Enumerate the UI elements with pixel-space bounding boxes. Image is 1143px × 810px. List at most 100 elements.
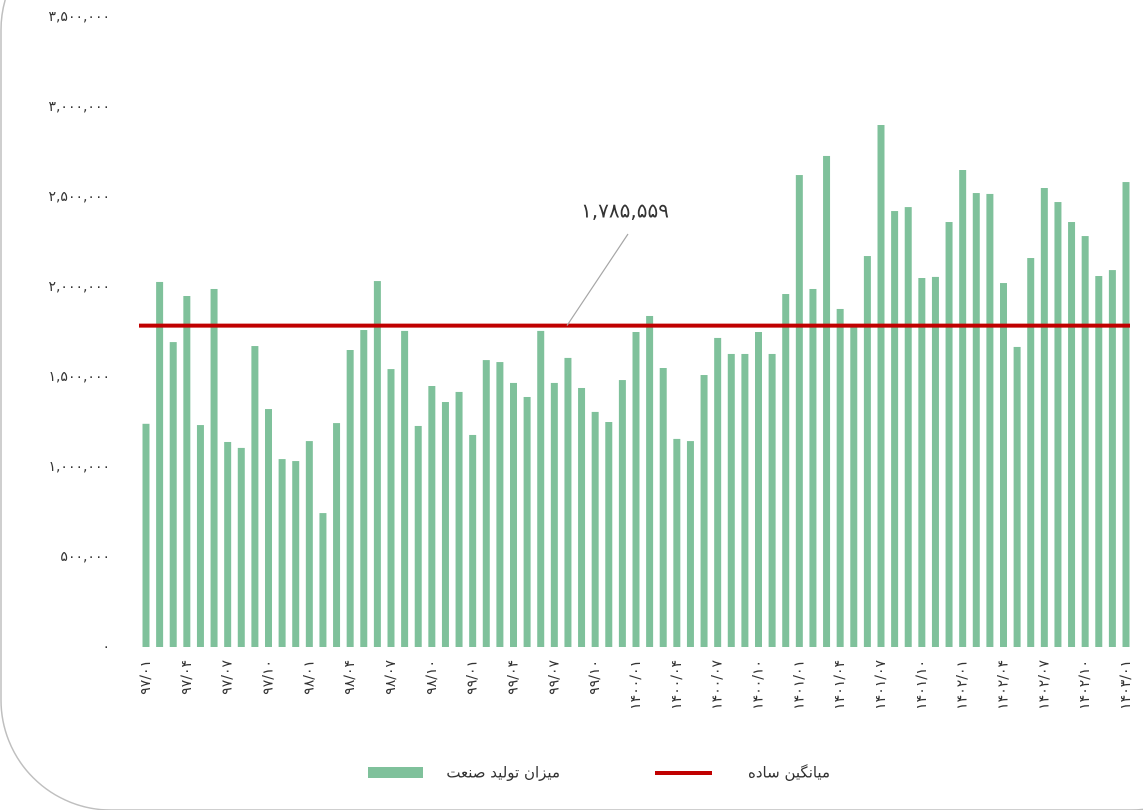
bar bbox=[169, 342, 177, 647]
bar bbox=[891, 211, 899, 648]
bar bbox=[686, 441, 694, 647]
x-tick-label: ۹۹/۰۴ bbox=[506, 660, 522, 695]
x-tick-label: ۹۷/۰۴ bbox=[179, 660, 195, 695]
bar bbox=[578, 387, 586, 647]
y-tick-label: ۰ bbox=[102, 639, 110, 655]
bar bbox=[278, 459, 286, 647]
y-tick-label: ۱,۰۰۰,۰۰۰ bbox=[48, 459, 110, 475]
bar bbox=[918, 278, 926, 647]
bar bbox=[387, 369, 395, 647]
x-tick-label: ۱۴۰۰/۰۴ bbox=[669, 660, 685, 710]
x-tick-label: ۹۸/۰۴ bbox=[342, 660, 358, 695]
y-tick-label: ۲,۵۰۰,۰۰۰ bbox=[48, 189, 110, 205]
y-tick-label: ۳,۵۰۰,۰۰۰ bbox=[48, 9, 110, 25]
bar bbox=[360, 330, 368, 647]
mean-annotation: ۱,۷۸۵,۵۵۹ bbox=[581, 199, 669, 223]
bar bbox=[1054, 202, 1062, 648]
bar bbox=[1000, 283, 1007, 647]
bar bbox=[455, 391, 463, 647]
bar bbox=[618, 380, 626, 647]
x-tick-label: ۱۴۰۰/۰۷ bbox=[710, 660, 726, 710]
bar bbox=[237, 447, 245, 647]
bar bbox=[156, 281, 164, 647]
bar bbox=[401, 330, 409, 647]
bar bbox=[414, 425, 422, 647]
bar bbox=[877, 125, 885, 647]
x-tick-label: ۹۹/۱۰ bbox=[587, 660, 603, 695]
x-tick-label: ۱۴۰۲/۰۱ bbox=[955, 660, 971, 710]
bar bbox=[224, 441, 232, 647]
bar bbox=[183, 296, 191, 647]
bar bbox=[945, 222, 953, 647]
x-tick-label: ۹۷/۰۱ bbox=[138, 660, 154, 695]
bar bbox=[1040, 188, 1048, 647]
bar bbox=[564, 357, 572, 647]
bar bbox=[1108, 270, 1116, 647]
x-tick-label: ۹۷/۰۷ bbox=[220, 660, 236, 695]
bar bbox=[646, 315, 654, 647]
bar bbox=[850, 326, 858, 647]
bar bbox=[809, 288, 817, 647]
x-tick-label: ۱۴۰۱/۱۰ bbox=[914, 660, 930, 710]
x-tick-label: ۱۴۰۰/۰۱ bbox=[628, 660, 644, 710]
bar bbox=[986, 193, 994, 647]
bar bbox=[1122, 182, 1130, 647]
x-tick-label: ۹۸/۰۷ bbox=[383, 660, 399, 695]
bar bbox=[863, 256, 871, 647]
legend-label: میزان تولید صنعت bbox=[446, 764, 560, 782]
bar bbox=[292, 461, 300, 647]
x-tick-label: ۹۸/۱۰ bbox=[424, 660, 440, 695]
bar bbox=[659, 368, 667, 647]
bar bbox=[537, 330, 545, 647]
x-tick-label: ۱۴۰۱/۰۱ bbox=[791, 660, 807, 710]
bar bbox=[510, 382, 517, 647]
x-tick-label: ۱۴۰۰/۱۰ bbox=[751, 660, 767, 710]
bar bbox=[972, 193, 980, 648]
bar bbox=[469, 434, 477, 647]
bar bbox=[1068, 222, 1076, 647]
legend-label: میانگین ساده bbox=[748, 764, 830, 782]
bar bbox=[1081, 236, 1089, 647]
bar bbox=[1095, 276, 1103, 647]
bar bbox=[496, 362, 504, 647]
x-tick-label: ۹۸/۰۱ bbox=[301, 660, 317, 695]
legend-swatch bbox=[368, 767, 423, 778]
bar bbox=[196, 425, 204, 647]
bar bbox=[768, 353, 776, 647]
bar bbox=[319, 513, 327, 647]
bar bbox=[251, 346, 259, 647]
bar bbox=[346, 350, 354, 647]
x-tick-label: ۱۴۰۲/۰۴ bbox=[996, 660, 1012, 710]
bar bbox=[782, 294, 790, 647]
x-tick-label: ۱۴۰۳/۰۱ bbox=[1118, 660, 1134, 710]
bar bbox=[1027, 258, 1035, 647]
y-tick-label: ۱,۵۰۰,۰۰۰ bbox=[48, 369, 110, 385]
bar bbox=[632, 332, 640, 647]
bar bbox=[1013, 346, 1021, 647]
bar bbox=[673, 438, 681, 647]
x-tick-label: ۱۴۰۲/۱۰ bbox=[1077, 660, 1093, 710]
y-tick-label: ۳,۰۰۰,۰۰۰ bbox=[48, 99, 110, 115]
bar bbox=[959, 170, 967, 647]
x-tick-label: ۹۹/۰۷ bbox=[546, 660, 562, 695]
bar bbox=[373, 281, 381, 647]
bar bbox=[836, 308, 844, 647]
bar bbox=[605, 422, 613, 647]
x-tick-label: ۱۴۰۲/۰۷ bbox=[1036, 660, 1052, 710]
y-tick-label: ۵۰۰,۰۰۰ bbox=[60, 549, 110, 565]
bar bbox=[482, 360, 490, 647]
bar bbox=[931, 276, 939, 647]
x-tick-label: ۱۴۰۱/۰۷ bbox=[873, 660, 889, 710]
bar bbox=[591, 411, 599, 647]
bar bbox=[741, 353, 749, 647]
bar bbox=[755, 332, 762, 647]
bar bbox=[904, 207, 912, 647]
bar bbox=[142, 423, 150, 647]
bar bbox=[441, 402, 449, 647]
bar bbox=[210, 288, 218, 647]
bar bbox=[795, 175, 803, 648]
bar bbox=[727, 353, 735, 647]
